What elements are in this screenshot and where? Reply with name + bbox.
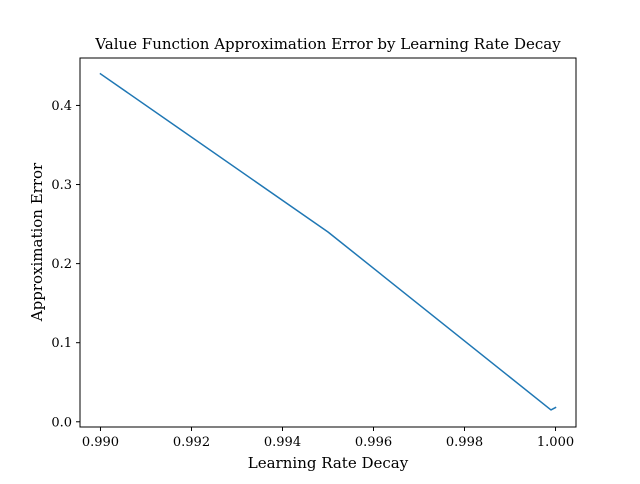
x-tick-label: 0.992 [173, 435, 210, 450]
y-tick-label: 0.3 [51, 178, 72, 193]
series-line [99, 72, 557, 411]
x-tick-label: 0.998 [446, 435, 483, 450]
plot-frame [79, 57, 577, 428]
chart-title: Value Function Approximation Error by Le… [94, 35, 561, 53]
series-layer [99, 72, 557, 411]
x-tick-label: 1.000 [537, 435, 574, 450]
y-axis-label: Approximation Error [28, 162, 46, 322]
y-tick-label: 0.1 [51, 336, 72, 351]
y-tick-label: 0.2 [51, 257, 72, 272]
y-axis-ticks: 0.0 0.1 0.2 0.3 0.4 [51, 99, 80, 430]
x-tick-label: 0.996 [355, 435, 392, 450]
y-tick-label: 0.4 [51, 99, 72, 114]
x-tick-label: 0.990 [82, 435, 119, 450]
y-tick-label: 0.0 [51, 415, 72, 430]
x-tick-label: 0.994 [264, 435, 301, 450]
x-axis-ticks: 0.990 0.992 0.994 0.996 0.998 1.000 [82, 427, 574, 450]
x-axis-label: Learning Rate Decay [248, 454, 409, 472]
